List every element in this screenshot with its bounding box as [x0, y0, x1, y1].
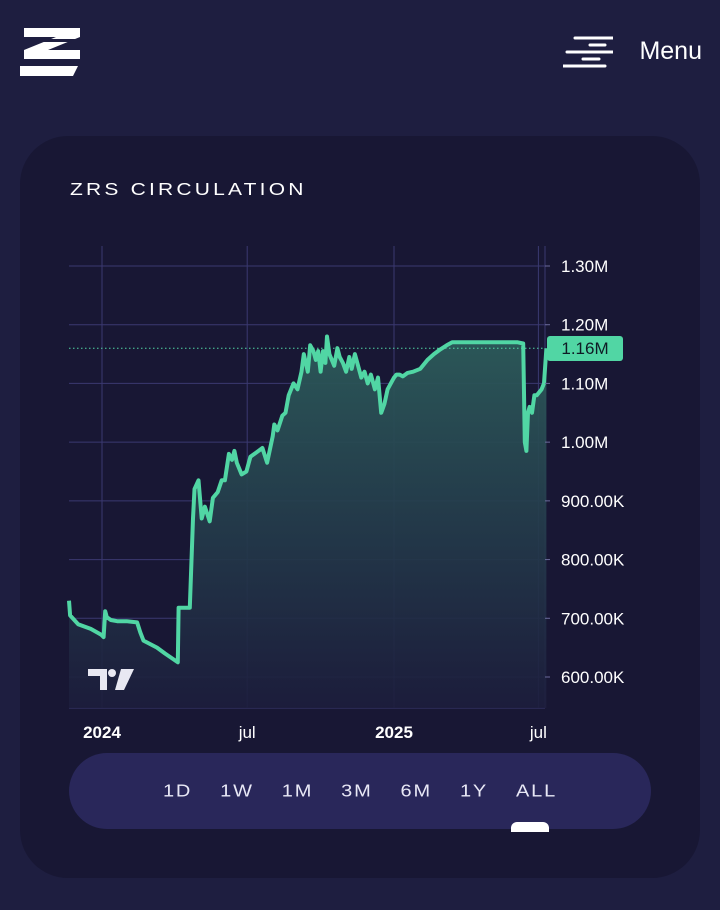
range-button-6m[interactable]: 6M: [400, 780, 432, 801]
card-title: ZRS CIRCULATION: [70, 180, 307, 199]
tradingview-logo-icon[interactable]: [88, 666, 136, 692]
chart-area-fill: [69, 336, 547, 708]
range-button-1w[interactable]: 1W: [220, 780, 254, 801]
y-tick-label: 1.10M: [561, 374, 608, 393]
x-tick-label: 2024: [83, 723, 121, 742]
y-tick-label: 1.30M: [561, 257, 608, 276]
y-tick-label: 1.20M: [561, 316, 608, 335]
circulation-chart[interactable]: 1.30M 1.20M 1.10M 1.00M 900.00K 800.00K 700.00…: [20, 136, 700, 746]
time-range-selector: 1D 1W 1M 3M 6M 1Y ALL: [69, 753, 651, 829]
range-button-1m[interactable]: 1M: [281, 780, 314, 801]
y-tick-label: 700.00K: [561, 609, 625, 628]
hamburger-lines-icon: [563, 36, 614, 68]
y-tick-label: 900.00K: [561, 492, 625, 511]
menu-button[interactable]: Menu: [563, 34, 702, 68]
selected-range-indicator: [511, 822, 549, 832]
current-value-tag: 1.16M: [547, 336, 623, 361]
x-tick-label: 2025: [375, 723, 413, 742]
circulation-card: ZRS CIRCULATION 1.30M 1.20M 1.10M 1.00M 900.…: [20, 136, 700, 878]
y-tick-label: 600.00K: [561, 668, 625, 687]
y-tick-label: 1.00M: [561, 433, 608, 452]
z-logo-icon[interactable]: [20, 26, 82, 78]
x-tick-label: jul: [529, 723, 547, 742]
x-tick-label: jul: [238, 723, 256, 742]
y-tick-label: 800.00K: [561, 551, 625, 570]
menu-label: Menu: [639, 36, 702, 65]
chart-series-line: [67, 334, 549, 665]
range-button-1y[interactable]: 1Y: [459, 780, 489, 801]
range-button-1d[interactable]: 1D: [162, 780, 193, 801]
range-button-3m[interactable]: 3M: [341, 780, 373, 801]
header: Menu: [0, 0, 720, 110]
range-button-all[interactable]: ALL: [516, 780, 558, 801]
